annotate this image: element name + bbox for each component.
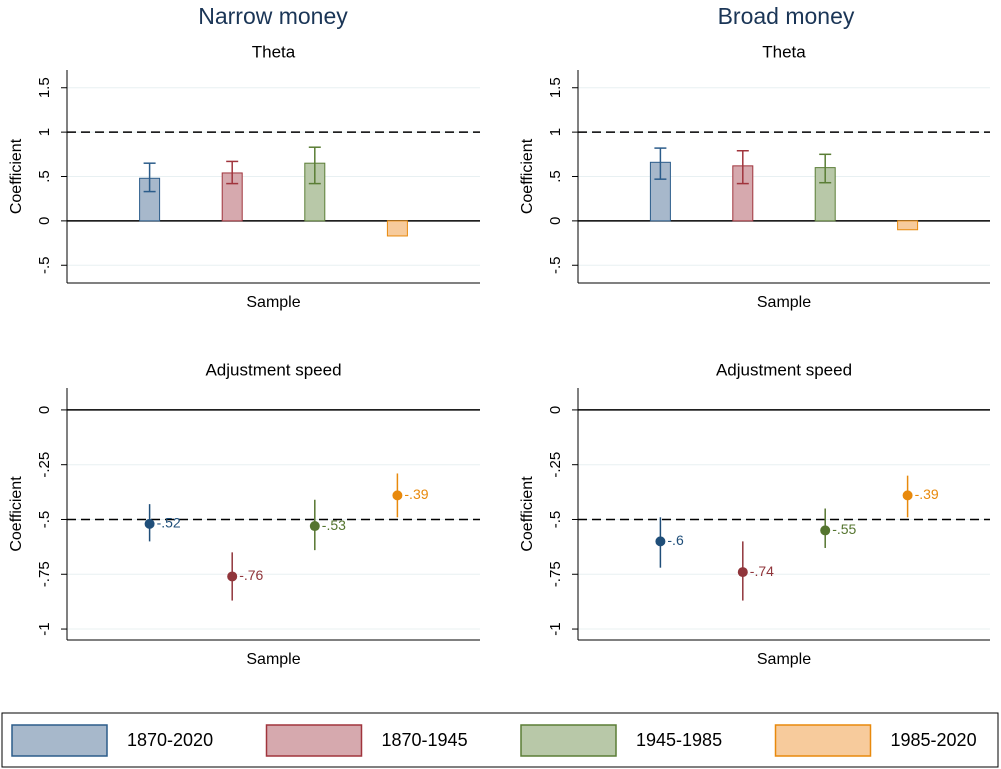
value-label: -.55	[832, 521, 856, 537]
value-label: -.52	[157, 515, 181, 531]
y-tick-label: 0	[36, 406, 53, 414]
chart-title: Adjustment speed	[205, 360, 341, 379]
value-label: -.74	[750, 563, 774, 579]
legend-label: 1985-2020	[891, 730, 977, 750]
point	[655, 536, 666, 547]
legend-swatch	[265, 724, 363, 757]
y-axis-label: Coefficient	[519, 138, 536, 214]
value-label: -.6	[667, 532, 684, 548]
point	[902, 490, 913, 501]
y-tick-label: 1.5	[36, 77, 53, 98]
value-label: -.76	[239, 567, 263, 583]
x-axis-label: Sample	[246, 651, 300, 668]
value-label: -.53	[322, 517, 346, 533]
y-tick-label: 0	[547, 217, 564, 225]
value-label: -.39	[404, 486, 428, 502]
panel-title: Narrow money	[198, 3, 348, 29]
value-label: -.39	[915, 486, 939, 502]
x-axis-label: Sample	[246, 294, 300, 311]
y-tick-label: .5	[36, 170, 53, 183]
x-axis-label: Sample	[757, 294, 811, 311]
point	[144, 518, 155, 529]
legend-swatch	[520, 724, 617, 757]
y-tick-label: -1	[36, 622, 53, 635]
y-tick-label: -1	[547, 622, 564, 635]
y-tick-label: -.5	[547, 256, 564, 274]
panel-title: Broad money	[718, 3, 855, 29]
bar	[897, 220, 919, 231]
point	[820, 525, 831, 536]
y-axis-label: Coefficient	[8, 476, 25, 552]
chart-title: Adjustment speed	[716, 360, 852, 379]
legend-swatch	[11, 724, 108, 757]
y-tick-label: 0	[36, 217, 53, 225]
y-tick-label: 1.5	[547, 77, 564, 98]
legend-box	[1, 712, 999, 768]
bar	[386, 220, 408, 237]
legend-label: 1870-2020	[127, 730, 213, 750]
chart-title: Theta	[762, 42, 806, 61]
point	[737, 567, 748, 578]
point	[309, 521, 320, 532]
y-tick-label: -.5	[547, 511, 564, 529]
y-tick-label: -.25	[547, 452, 564, 478]
point	[392, 490, 403, 501]
y-tick-label: 1	[36, 128, 53, 136]
legend-label: 1870-1945	[382, 730, 468, 750]
x-axis-label: Sample	[757, 651, 811, 668]
y-tick-label: 0	[547, 406, 564, 414]
y-tick-label: -.75	[36, 561, 53, 587]
y-axis-label: Coefficient	[8, 138, 25, 214]
y-tick-label: -.5	[36, 256, 53, 274]
y-tick-label: -.75	[547, 561, 564, 587]
chart-title: Theta	[252, 42, 296, 61]
legend-label: 1945-1985	[636, 730, 722, 750]
point	[227, 571, 238, 582]
y-tick-label: -.5	[36, 511, 53, 529]
y-tick-label: .5	[547, 170, 564, 183]
y-axis-label: Coefficient	[519, 476, 536, 552]
legend-swatch	[774, 724, 872, 757]
y-tick-label: -.25	[36, 452, 53, 478]
y-tick-label: 1	[547, 128, 564, 136]
